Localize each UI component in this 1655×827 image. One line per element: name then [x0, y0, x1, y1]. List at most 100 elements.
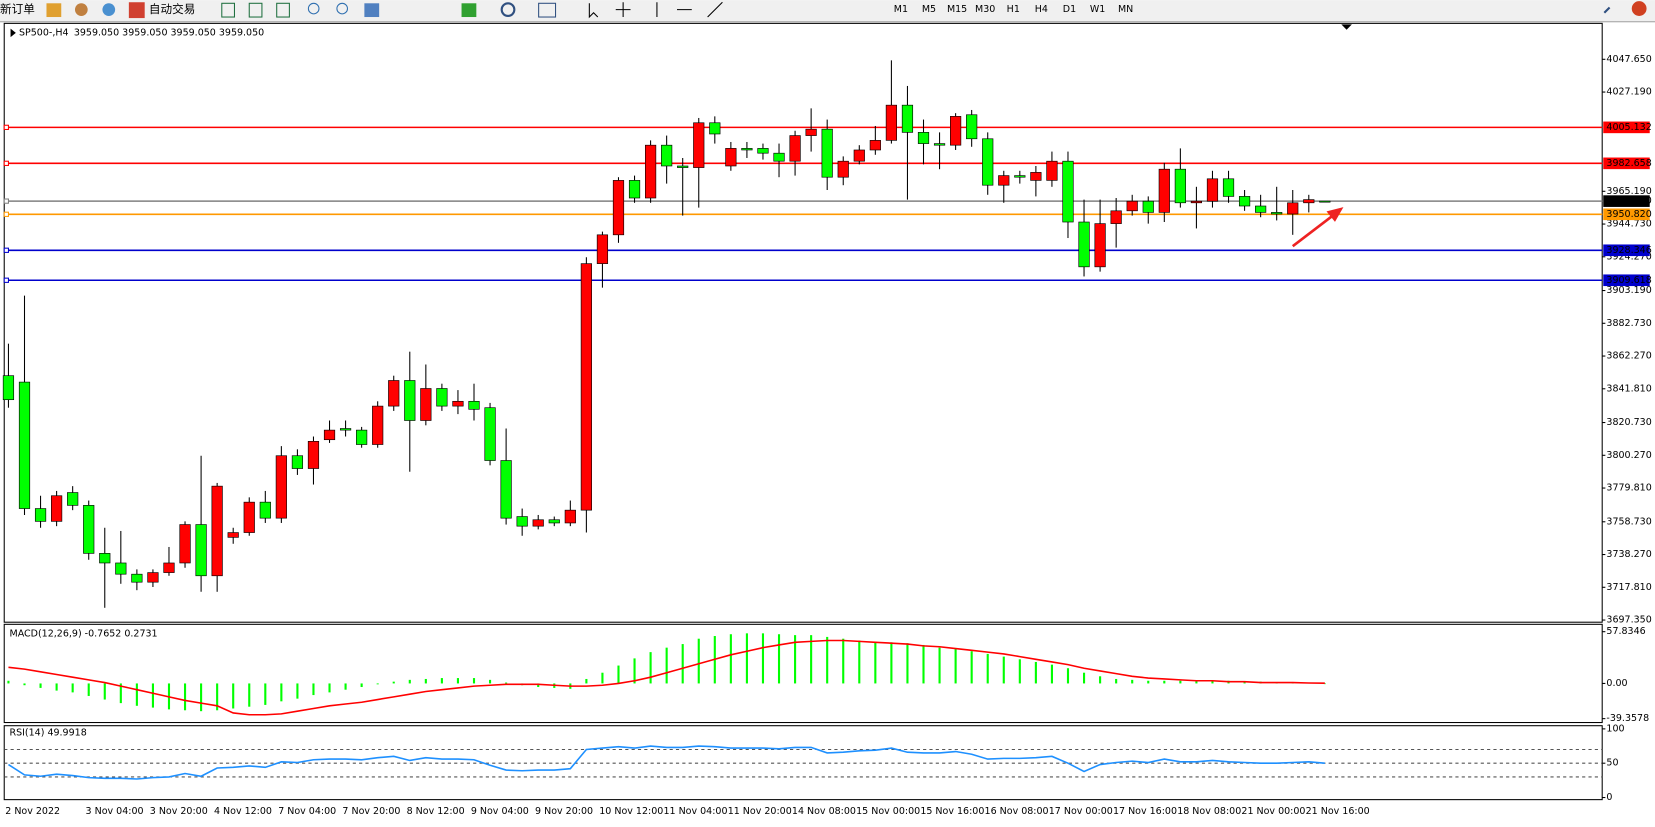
candle-body [982, 138, 994, 186]
x-tick-label: 11 Nov 04:00 [663, 806, 727, 817]
x-tick-label: 10 Nov 12:00 [599, 806, 663, 817]
icon[interactable] [500, 2, 516, 18]
candle-body [18, 381, 31, 509]
timeframe-button[interactable]: H1 [1007, 4, 1020, 15]
candle-body [34, 508, 47, 522]
y-tick-label: 3697.350 [1606, 615, 1651, 626]
level-label: 3959.050 [1606, 196, 1651, 207]
x-tick-label: 9 Nov 20:00 [535, 806, 593, 817]
icon[interactable] [364, 3, 380, 18]
y-tick-label: 57.8346 [1606, 626, 1645, 637]
level-label-box [1603, 208, 1650, 221]
timeframe-button[interactable]: MN [1118, 4, 1133, 15]
level-handle [3, 198, 9, 204]
line-tools[interactable] [656, 1, 723, 18]
candle-body [323, 429, 336, 441]
y-tick-label: 4027.190 [1606, 87, 1651, 98]
candle-body [307, 441, 320, 469]
timeframe-button[interactable]: D1 [1063, 4, 1076, 15]
candle-body [998, 175, 1010, 186]
icon[interactable] [74, 3, 88, 16]
indicator-title: MACD(12,26,9) -0.7652 0.2731 [10, 628, 158, 639]
candle-body [580, 263, 592, 511]
icon[interactable] [461, 3, 477, 18]
candle-body [741, 148, 753, 151]
level-label-box [1603, 244, 1650, 257]
icon[interactable] [538, 2, 557, 18]
candle-body [388, 380, 400, 407]
icon[interactable] [276, 2, 290, 18]
annotation-arrowhead [1326, 207, 1344, 222]
auto-trading-icon[interactable] [128, 2, 145, 19]
candle-body [677, 165, 689, 168]
timeframe-button[interactable]: M5 [922, 4, 936, 15]
candle-body [644, 144, 657, 199]
candle-body [372, 405, 384, 445]
y-tick-label: 3862.270 [1606, 351, 1651, 362]
y-tick-label: 3717.810 [1606, 582, 1651, 593]
candle-body [1271, 212, 1283, 215]
timeframe-button[interactable]: M1 [894, 4, 908, 15]
y-tick-label: 3944.730 [1606, 219, 1651, 230]
search-icon[interactable] [1603, 6, 1611, 14]
candle-body [339, 428, 352, 431]
level-handle [3, 160, 9, 166]
x-tick-label: 3 Nov 20:00 [150, 806, 208, 817]
x-tick-label: 15 Nov 16:00 [920, 806, 984, 817]
crosshair-icon[interactable] [615, 2, 631, 18]
y-tick-label: 3924.270 [1606, 251, 1651, 262]
candle-body [1319, 200, 1331, 203]
candle-body [291, 455, 304, 469]
y-tick-label: 0.00 [1606, 678, 1627, 689]
zoom-out[interactable] [336, 2, 349, 15]
candle-body [773, 152, 785, 162]
y-tick-label: 3800.270 [1606, 450, 1651, 461]
icon[interactable] [248, 2, 263, 18]
candle-body [693, 122, 705, 168]
candle-body [1142, 200, 1154, 213]
candle-body [1255, 205, 1267, 213]
y-tick-label: 3841.810 [1606, 383, 1651, 394]
candle-body [436, 388, 448, 407]
candle-body [420, 388, 432, 421]
candle-body [869, 140, 881, 151]
candle-body [2, 375, 15, 401]
timeframe-button[interactable]: W1 [1090, 4, 1105, 15]
level-label: 4005.132 [1606, 122, 1651, 133]
candle-body [885, 104, 897, 141]
x-tick-label: 21 Nov 16:00 [1306, 806, 1370, 817]
candle-body [548, 519, 560, 524]
y-tick-label: 3738.270 [1606, 549, 1651, 560]
level-label-box [1603, 157, 1650, 170]
cursor-icon[interactable] [588, 3, 599, 19]
timeframe-button[interactable]: H4 [1035, 4, 1048, 15]
candle-body [1110, 210, 1122, 224]
chart-shift-marker [1341, 24, 1352, 30]
icon[interactable] [46, 3, 62, 18]
candle-body [901, 104, 914, 133]
x-tick-label: 7 Nov 20:00 [342, 806, 400, 817]
auto-trading-button[interactable]: 自动交易 [149, 2, 195, 16]
y-tick-label: 50 [1606, 758, 1618, 769]
candle-body [966, 114, 978, 140]
icon[interactable] [102, 3, 116, 16]
level-handle [3, 211, 9, 217]
notification-icon[interactable] [1631, 1, 1647, 16]
y-tick-label: 100 [1606, 723, 1624, 734]
candle-body [516, 516, 528, 527]
icon[interactable] [221, 2, 235, 18]
x-tick-label: 3 Nov 04:00 [86, 806, 144, 817]
level-label: 3982.658 [1606, 158, 1651, 169]
candle-body [356, 429, 368, 445]
candle-body [1287, 202, 1299, 215]
timeframe-button[interactable]: M15 [947, 4, 967, 15]
new-order-button[interactable]: 新订单 [0, 2, 35, 16]
candle-body [1303, 199, 1315, 204]
x-tick-label: 4 Nov 12:00 [214, 806, 272, 817]
candle-body [917, 132, 930, 144]
zoom-in[interactable] [307, 2, 320, 15]
candle-body [1014, 175, 1026, 178]
candle-body [1030, 172, 1042, 181]
timeframe-button[interactable]: M30 [975, 4, 995, 15]
